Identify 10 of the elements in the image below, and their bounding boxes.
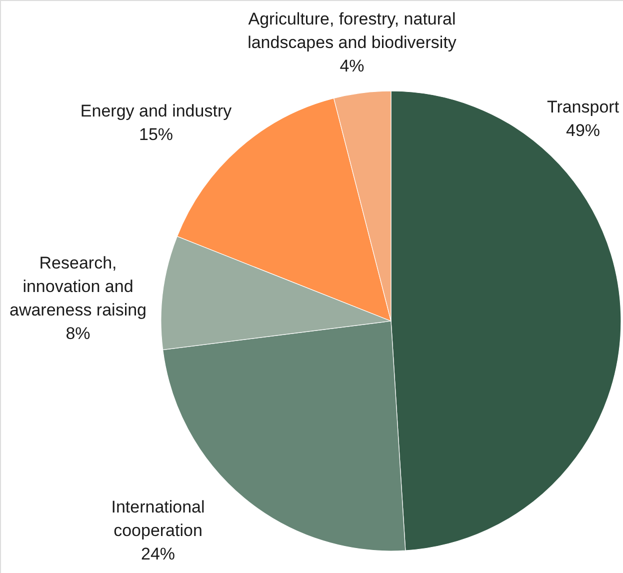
slice-label: Research, innovation and awareness raising xyxy=(9,254,147,320)
data-label: 8% xyxy=(66,324,90,343)
slice-label: Energy and industry xyxy=(80,102,232,120)
data-label: 49% xyxy=(566,121,600,140)
data-label: 4% xyxy=(340,56,364,76)
data-label: 24% xyxy=(140,544,176,564)
slice-label: International cooperation xyxy=(111,498,205,540)
slice-label: Agriculture, forestry, natural landscapes and biodiversity xyxy=(248,10,457,52)
data-label: 15% xyxy=(138,125,174,144)
slice-label: Transport xyxy=(546,98,620,116)
